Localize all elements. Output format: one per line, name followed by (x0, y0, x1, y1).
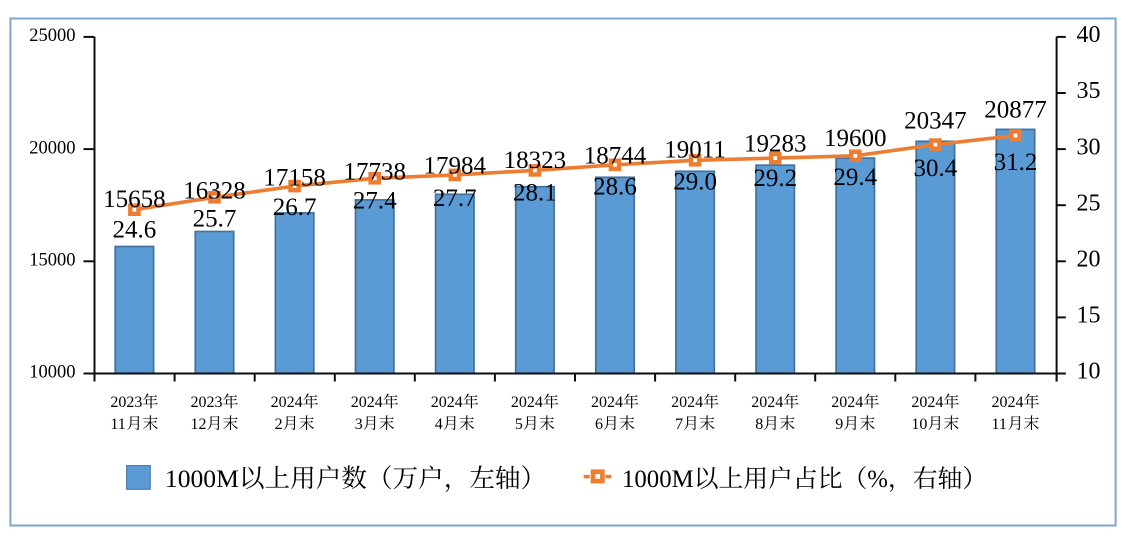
svg-text:2024: 2024 (591, 394, 623, 411)
svg-text:20347: 20347 (904, 108, 967, 135)
svg-text:29.4: 29.4 (833, 164, 877, 191)
svg-text:29.2: 29.2 (753, 165, 797, 192)
svg-text:2024: 2024 (671, 394, 703, 411)
svg-text:18323: 18323 (504, 147, 567, 174)
svg-text:31.2: 31.2 (994, 149, 1038, 176)
svg-text:2024: 2024 (911, 394, 943, 411)
svg-text:18744: 18744 (584, 143, 647, 170)
svg-text:5: 5 (515, 416, 523, 433)
svg-text:%: % (867, 466, 888, 493)
svg-text:10: 10 (911, 416, 927, 433)
svg-text:2023: 2023 (110, 394, 142, 411)
svg-text:17984: 17984 (424, 153, 487, 180)
svg-text:24.6: 24.6 (113, 216, 157, 243)
svg-text:30.4: 30.4 (914, 155, 958, 182)
svg-text:25: 25 (1077, 190, 1101, 216)
svg-text:19283: 19283 (744, 131, 807, 158)
svg-text:12: 12 (191, 416, 207, 433)
svg-text:10: 10 (1077, 359, 1101, 385)
svg-text:10000: 10000 (29, 363, 75, 383)
svg-text:25000: 25000 (29, 26, 75, 46)
svg-text:1000M: 1000M (622, 466, 694, 493)
svg-text:2024: 2024 (511, 394, 543, 411)
svg-text:17158: 17158 (263, 164, 326, 191)
svg-text:11: 11 (110, 416, 125, 433)
svg-text:19600: 19600 (824, 125, 887, 152)
svg-text:2: 2 (275, 416, 283, 433)
svg-text:8: 8 (755, 416, 763, 433)
svg-text:27.4: 27.4 (353, 188, 397, 215)
svg-text:3: 3 (355, 416, 363, 433)
svg-text:2024: 2024 (431, 394, 463, 411)
svg-text:29.0: 29.0 (673, 169, 717, 196)
svg-text:2024: 2024 (751, 394, 783, 411)
svg-text:16328: 16328 (183, 178, 246, 205)
svg-text:17738: 17738 (343, 159, 406, 186)
svg-text:28.1: 28.1 (513, 179, 557, 206)
svg-text:2024: 2024 (351, 394, 383, 411)
svg-text:28.6: 28.6 (593, 174, 637, 201)
svg-text:2024: 2024 (831, 394, 863, 411)
svg-text:19011: 19011 (664, 136, 726, 163)
svg-text:6: 6 (595, 416, 603, 433)
svg-text:15658: 15658 (103, 186, 166, 213)
svg-text:40: 40 (1077, 22, 1101, 48)
svg-text:27.7: 27.7 (433, 185, 477, 212)
svg-text:9: 9 (835, 416, 843, 433)
svg-text:7: 7 (675, 416, 683, 433)
svg-text:20877: 20877 (984, 96, 1047, 123)
svg-text:2024: 2024 (271, 394, 303, 411)
svg-text:4: 4 (435, 416, 443, 433)
svg-text:30: 30 (1077, 134, 1101, 160)
svg-text:2024: 2024 (992, 394, 1024, 411)
svg-text:15000: 15000 (29, 251, 75, 271)
svg-text:15: 15 (1077, 303, 1101, 329)
svg-text:26.7: 26.7 (273, 194, 317, 221)
svg-text:2023: 2023 (191, 394, 223, 411)
svg-text:35: 35 (1077, 78, 1101, 104)
svg-text:20000: 20000 (29, 138, 75, 158)
svg-text:1000M: 1000M (165, 464, 239, 493)
svg-text:20: 20 (1077, 247, 1101, 273)
svg-text:25.7: 25.7 (193, 206, 237, 233)
svg-text:11: 11 (992, 416, 1007, 433)
